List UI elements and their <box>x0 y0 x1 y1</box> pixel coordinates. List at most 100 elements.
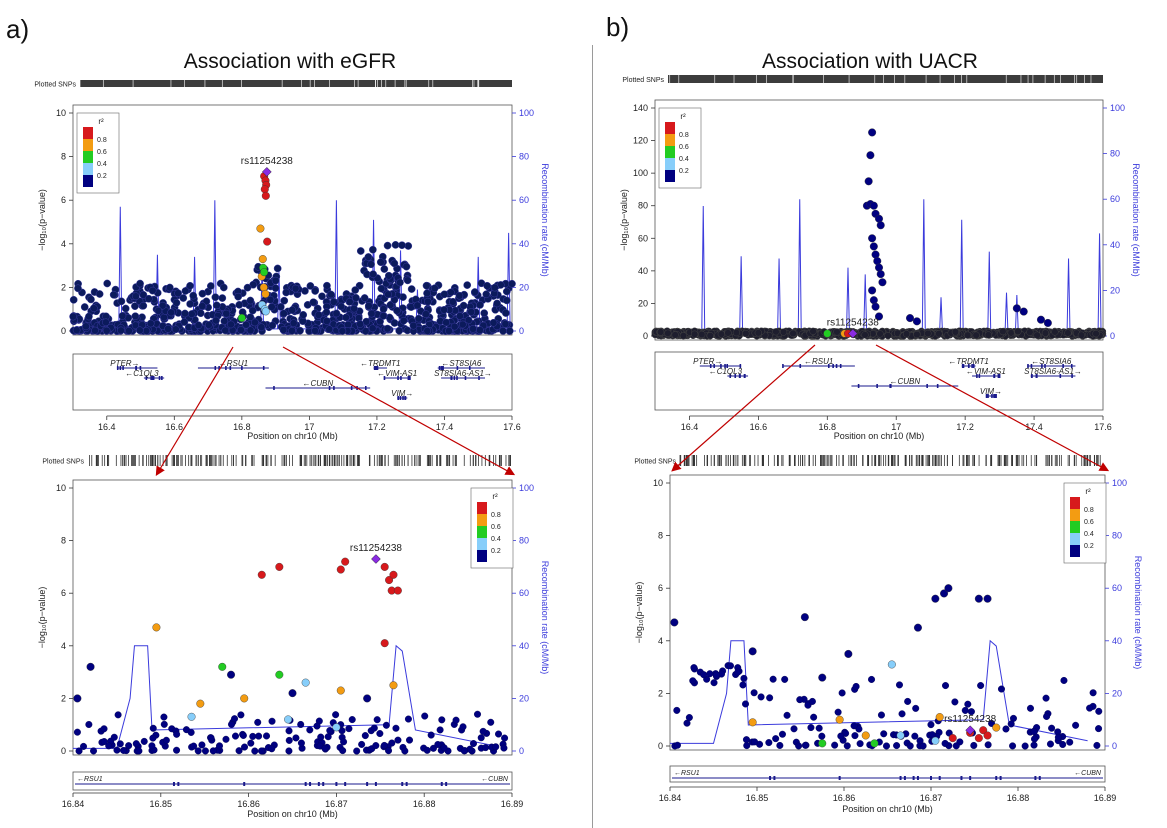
snp-point <box>198 741 206 749</box>
snp-point <box>868 286 877 295</box>
snp-point <box>940 589 949 598</box>
gene-exon <box>409 376 411 380</box>
snp-point <box>194 321 203 330</box>
gene-exon <box>962 364 965 368</box>
snp-point <box>447 288 455 297</box>
snp-point <box>837 732 845 740</box>
snp-point <box>251 747 259 755</box>
snp-point <box>121 304 130 313</box>
x-axis-title: Position on chr10 (Mb) <box>834 431 925 441</box>
gene-track-box <box>72 353 513 411</box>
snp-point <box>409 321 418 330</box>
snp-point <box>474 710 482 718</box>
gene-exon <box>440 366 443 370</box>
snp-point <box>323 281 331 290</box>
snp-point <box>869 201 878 210</box>
legend-swatch <box>83 151 93 163</box>
snp-point <box>117 297 126 306</box>
snp-point <box>924 329 932 338</box>
snp-point <box>1026 328 1034 336</box>
gene-exon <box>838 776 841 780</box>
snp-point <box>476 326 484 334</box>
snp-point <box>275 670 284 679</box>
y2-tick-label: 0 <box>519 326 524 336</box>
gene-exon <box>739 364 742 368</box>
snp-point <box>706 670 714 678</box>
snp-point <box>376 258 385 267</box>
snp-point <box>398 241 406 250</box>
y-tick-label: 10 <box>56 108 66 118</box>
snp-point <box>380 639 389 648</box>
snp-point <box>823 329 832 338</box>
snp-point <box>87 295 95 304</box>
gene-exon <box>333 386 335 390</box>
snp-point <box>1026 704 1034 712</box>
x-tick-label: 17.6 <box>1094 422 1112 432</box>
gene-exon <box>876 384 878 388</box>
snp-point <box>1002 725 1010 733</box>
snp-point <box>237 326 245 334</box>
snp-point <box>898 710 906 718</box>
snp-point <box>117 326 125 335</box>
track-label: Plotted SNPs <box>634 459 676 466</box>
gene-exon <box>150 376 152 380</box>
gene-exon <box>1044 364 1046 368</box>
snp-point <box>356 247 365 255</box>
snp-point <box>818 673 827 682</box>
snp-point <box>904 697 912 705</box>
gene-exon <box>773 776 776 780</box>
snp-point <box>337 302 346 311</box>
snp-point <box>249 732 257 740</box>
background-snps <box>651 327 1107 340</box>
snp-point <box>983 731 992 740</box>
snp-point <box>423 327 432 335</box>
snp-point <box>241 743 249 751</box>
y-tick-label: 100 <box>633 168 648 178</box>
gene-exon <box>1038 776 1041 780</box>
gene-exon <box>729 374 732 378</box>
snp-point <box>258 747 266 755</box>
snp-point <box>778 730 786 738</box>
snp-point <box>125 742 133 750</box>
gene-exon <box>713 364 715 368</box>
snp-point <box>810 713 818 721</box>
snp-point <box>75 747 83 755</box>
snp-point <box>181 309 189 318</box>
snp-point <box>148 742 156 750</box>
snp-point <box>423 289 431 298</box>
legend-swatch <box>477 526 487 538</box>
snp-point <box>351 286 360 294</box>
snp-point <box>689 677 697 685</box>
snp-point <box>421 712 429 720</box>
gene-label: ←RSU1 <box>674 770 700 777</box>
snp-point <box>353 747 361 755</box>
y-tick-label: 8 <box>61 536 66 546</box>
snp-point <box>263 237 272 246</box>
snp-point <box>149 724 157 732</box>
snp-point <box>402 262 411 271</box>
gene-label: ←CUBN <box>890 377 921 386</box>
legend-swatch <box>665 122 675 134</box>
y-tick-label: 2 <box>61 693 66 703</box>
gene-exon <box>468 366 471 370</box>
snp-point <box>336 565 345 574</box>
snp-point <box>1095 707 1103 715</box>
gene-exon <box>1062 364 1064 368</box>
gene-label: ←C1QL3 <box>125 369 159 378</box>
snp-point <box>893 742 901 750</box>
snp-point <box>992 723 1001 732</box>
snp-point <box>838 689 846 697</box>
snp-point <box>413 301 422 310</box>
snp-point <box>91 326 99 335</box>
y2-tick-label: 80 <box>1110 149 1120 159</box>
gene-exon <box>116 366 119 370</box>
snp-point <box>1092 330 1100 338</box>
snp-point <box>742 329 750 338</box>
y-tick-label: 4 <box>658 636 663 646</box>
snp-point <box>309 298 318 307</box>
y2-tick-label: 80 <box>519 536 529 546</box>
gene-label: ST8SIA6-AS1→ <box>1024 367 1082 376</box>
snp-point <box>396 278 404 287</box>
snp-point <box>160 713 168 721</box>
plot-box <box>669 474 1106 751</box>
